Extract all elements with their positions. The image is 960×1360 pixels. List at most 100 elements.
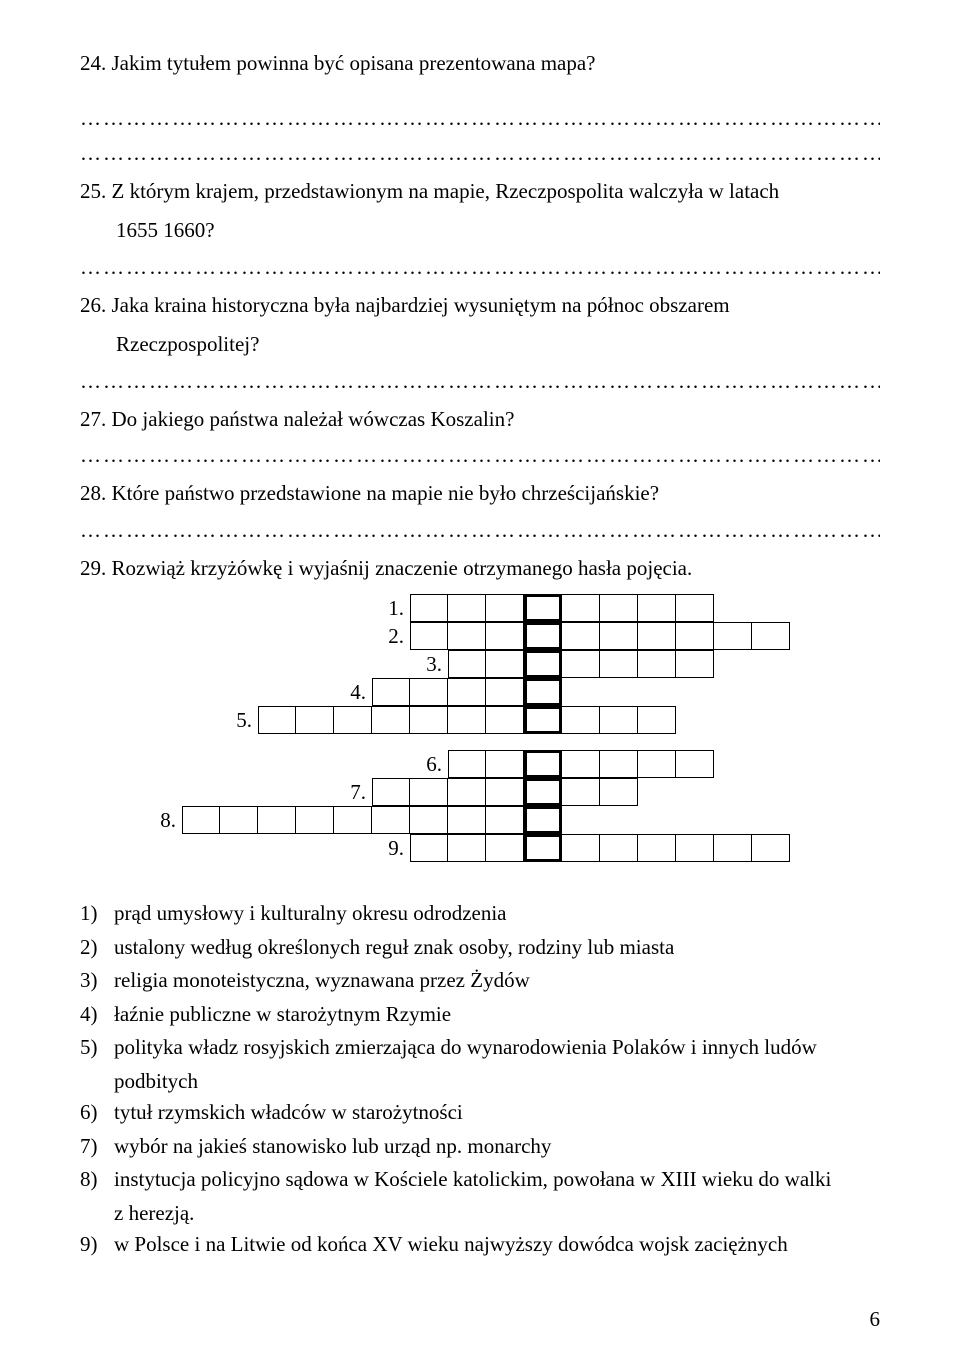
crossword-cell (638, 706, 676, 734)
page-root: 24. Jakim tytułem powinna być opisana pr… (0, 0, 960, 1360)
crossword-cell (334, 806, 372, 834)
crossword-cell (486, 834, 524, 862)
crossword-cell (486, 778, 524, 806)
crossword-cell (486, 594, 524, 622)
crossword-solution-cell (524, 706, 562, 734)
crossword-cell (638, 650, 676, 678)
crossword-cell (448, 706, 486, 734)
clue-number: 4) (80, 999, 114, 1031)
crossword-cell (600, 650, 638, 678)
crossword-cell (448, 678, 486, 706)
crossword-cell (676, 750, 714, 778)
crossword-cell (562, 650, 600, 678)
clue-number: 3) (80, 965, 114, 997)
crossword-cell (600, 834, 638, 862)
crossword-cell (562, 706, 600, 734)
crossword-cell (486, 678, 524, 706)
crossword-cell (448, 594, 486, 622)
crossword-cell (182, 806, 220, 834)
crossword-row: 3. (408, 650, 714, 678)
crossword-solution-cell (524, 650, 562, 678)
crossword-solution-cell (524, 806, 562, 834)
clue-text: religia monoteistyczna, wyznawana przez … (114, 965, 880, 997)
crossword-row-number: 3. (408, 650, 448, 678)
answer-line: ………………………………………………………………………………………………… (80, 141, 880, 166)
question-25-line2: 1655 1660? (116, 215, 880, 247)
clue-item: 7)wybór na jakieś stanowisko lub urząd n… (80, 1131, 880, 1163)
crossword-solution-cell (524, 622, 562, 650)
answer-line: ………………………………………………………………………………………………… (80, 106, 880, 131)
clue-text-continuation: z herezją. (114, 1198, 880, 1230)
answer-line: ………………………………………………………………………………………………… (80, 518, 880, 543)
crossword-cell (410, 594, 448, 622)
crossword-cell (562, 778, 600, 806)
clue-text: łaźnie publiczne w starożytnym Rzymie (114, 999, 880, 1031)
clue-item: 9)w Polsce i na Litwie od końca XV wieku… (80, 1229, 880, 1261)
crossword-cell (600, 622, 638, 650)
clue-number: 1) (80, 898, 114, 930)
question-26-line1: 26. Jaka kraina historyczna była najbard… (80, 290, 880, 322)
crossword-cells (448, 650, 714, 678)
crossword-row: 5. (218, 706, 676, 734)
crossword-cell (752, 834, 790, 862)
crossword-cell (410, 622, 448, 650)
clue-item: 6)tytuł rzymskich władców w starożytnośc… (80, 1097, 880, 1129)
crossword-cell (562, 622, 600, 650)
crossword-cell (220, 806, 258, 834)
crossword-solution-cell (524, 594, 562, 622)
crossword-cell (448, 778, 486, 806)
clue-number: 5) (80, 1032, 114, 1064)
crossword-cell (258, 706, 296, 734)
clue-item: 3)religia monoteistyczna, wyznawana prze… (80, 965, 880, 997)
clue-text: instytucja policyjno sądowa w Kościele k… (114, 1164, 880, 1196)
clue-list: 1)prąd umysłowy i kulturalny okresu odro… (80, 898, 880, 1261)
clue-number: 2) (80, 932, 114, 964)
clue-number: 7) (80, 1131, 114, 1163)
crossword-cell (448, 622, 486, 650)
crossword-cells (258, 706, 676, 734)
crossword-cells (448, 750, 714, 778)
crossword-row: 1. (370, 594, 714, 622)
clue-item: 5)polityka władz rosyjskich zmierzająca … (80, 1032, 880, 1064)
crossword-cell (410, 806, 448, 834)
crossword-cell (714, 834, 752, 862)
clue-text-continuation: podbitych (114, 1066, 880, 1098)
crossword-cell (638, 622, 676, 650)
clue-number: 8) (80, 1164, 114, 1196)
crossword-cell (600, 778, 638, 806)
clue-text: polityka władz rosyjskich zmierzająca do… (114, 1032, 880, 1064)
crossword-cell (486, 706, 524, 734)
crossword-row: 7. (332, 778, 638, 806)
crossword-cell (676, 622, 714, 650)
crossword-cell (486, 650, 524, 678)
crossword-row-number: 5. (218, 706, 258, 734)
crossword-cells (410, 594, 714, 622)
crossword-cell (714, 622, 752, 650)
page-number: 6 (870, 1307, 881, 1332)
crossword-cells (410, 622, 790, 650)
crossword-cell (372, 678, 410, 706)
crossword-cell (752, 622, 790, 650)
crossword-cell (448, 834, 486, 862)
crossword-cell (486, 806, 524, 834)
crossword-row: 6. (408, 750, 714, 778)
crossword-cells (410, 834, 790, 862)
clue-text: prąd umysłowy i kulturalny okresu odrodz… (114, 898, 880, 930)
crossword-cell (676, 650, 714, 678)
crossword-solution-cell (524, 778, 562, 806)
crossword-cell (448, 806, 486, 834)
clue-text: tytuł rzymskich władców w starożytności (114, 1097, 880, 1129)
crossword-cell (448, 650, 486, 678)
clue-item: 4)łaźnie publiczne w starożytnym Rzymie (80, 999, 880, 1031)
crossword-cells (372, 778, 638, 806)
crossword-cell (372, 706, 410, 734)
clue-text: wybór na jakieś stanowisko lub urząd np.… (114, 1131, 880, 1163)
crossword-cell (410, 778, 448, 806)
answer-line: ………………………………………………………………………………………………… (80, 255, 880, 280)
question-26-line2: Rzeczpospolitej? (116, 329, 880, 361)
crossword-row: 8. (142, 806, 562, 834)
crossword-cells (372, 678, 562, 706)
crossword-row: 9. (370, 834, 790, 862)
crossword-row-number: 7. (332, 778, 372, 806)
crossword-cell (296, 806, 334, 834)
